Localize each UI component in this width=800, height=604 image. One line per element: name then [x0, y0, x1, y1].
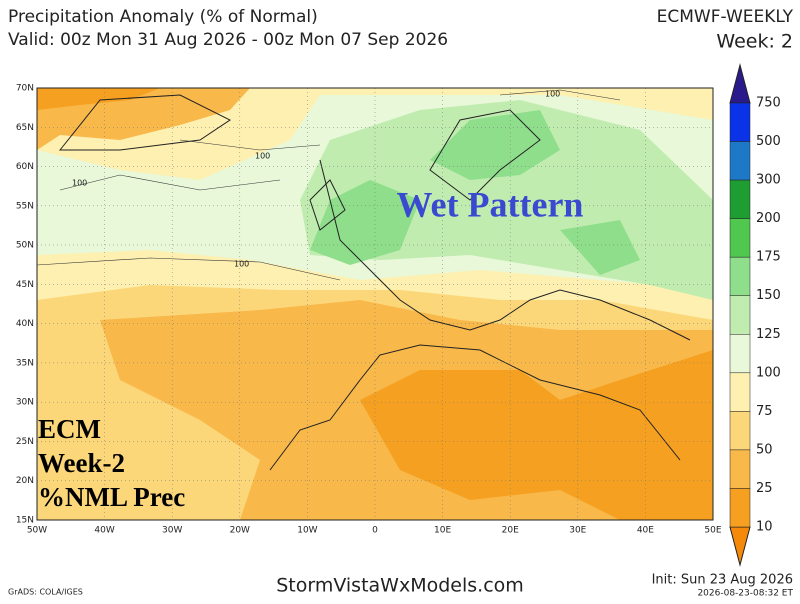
colorbar-box — [729, 141, 751, 181]
colorbar-box — [729, 218, 751, 258]
contour-label: 100 — [72, 179, 87, 188]
lon-label: 20W — [230, 526, 250, 536]
annotation: Wet Pattern — [397, 184, 584, 224]
colorbar-label: 75 — [756, 404, 773, 419]
model: ECMWF-WEEKLY — [657, 7, 794, 27]
colorbar-box — [729, 334, 751, 374]
init-time: Init: Sun 23 Aug 2026 — [652, 573, 793, 588]
overlay-text: %NML Prec — [38, 482, 185, 512]
lat-label: 20N — [16, 476, 34, 486]
lat-label: 65N — [16, 123, 34, 133]
credit: GrADS: COLA/IGES — [8, 588, 83, 597]
colorbar-label: 25 — [756, 481, 773, 496]
lon-label: 20E — [502, 526, 519, 536]
week: Week: 2 — [716, 31, 793, 53]
colorbar-box — [729, 295, 751, 335]
lon-label: 50W — [27, 526, 47, 536]
overlay-text: ECM — [38, 414, 101, 444]
lon-label: 0 — [372, 526, 378, 536]
lat-label: 35N — [16, 358, 34, 368]
colorbar-box — [729, 179, 751, 219]
site: StormVistaWxModels.com — [276, 575, 524, 597]
colorbar-label: 100 — [756, 365, 781, 380]
lat-label: 50N — [16, 241, 34, 251]
title: Precipitation Anomaly (% of Normal) — [8, 7, 318, 27]
colorbar-label: 200 — [756, 211, 781, 226]
lat-label: 15N — [16, 516, 34, 526]
colorbar-label: 50 — [756, 442, 773, 457]
lat-label: 25N — [16, 437, 34, 447]
lon-label: 10E — [434, 526, 451, 536]
timestamp: 2026-08-23-08:32 ET — [697, 589, 793, 599]
colorbar-box — [729, 488, 751, 528]
lat-label: 40N — [16, 319, 34, 329]
overlay-text: Week-2 — [38, 448, 125, 478]
lon-label: 10W — [297, 526, 317, 536]
colorbar-label: 300 — [756, 173, 781, 188]
colorbar-label: 500 — [756, 134, 781, 149]
colorbar-label: 150 — [756, 288, 781, 303]
map-field — [37, 88, 713, 520]
colorbar-box — [729, 372, 751, 412]
lat-label: 45N — [16, 280, 34, 290]
colorbar-box — [729, 449, 751, 489]
lon-label: 30E — [569, 526, 586, 536]
colorbar-label: 10 — [756, 520, 773, 535]
map-frame — [36, 87, 714, 521]
colorbar-box — [729, 411, 751, 451]
lat-label: 60N — [16, 162, 34, 172]
contour-label: 100 — [255, 152, 270, 161]
valid-time: Valid: 00z Mon 31 Aug 2026 - 00z Mon 07 … — [8, 30, 448, 50]
colorbar-label: 750 — [756, 96, 781, 111]
lon-label: 40W — [94, 526, 114, 536]
lon-label: 40E — [637, 526, 654, 536]
lon-label: 50E — [704, 526, 721, 536]
colorbar-box — [729, 102, 751, 142]
contour-label: 100 — [545, 90, 560, 99]
lat-label: 55N — [16, 201, 34, 211]
colorbar-label: 175 — [756, 250, 781, 265]
colorbar-box — [729, 256, 751, 296]
lat-label: 30N — [16, 398, 34, 408]
colorbar-label: 125 — [756, 327, 781, 342]
lon-label: 30W — [162, 526, 182, 536]
contour-label: 100 — [234, 260, 249, 269]
lat-label: 70N — [16, 84, 34, 94]
